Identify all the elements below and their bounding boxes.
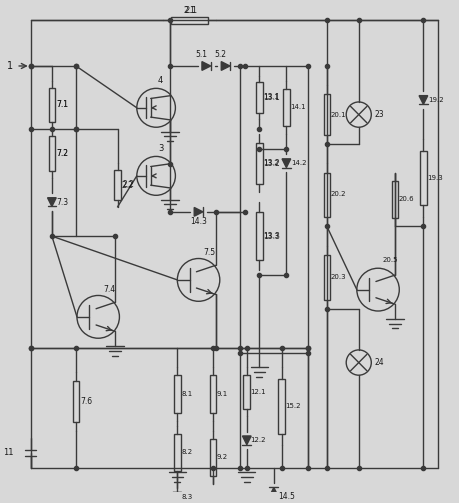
Bar <box>210 439 216 476</box>
Text: 5.1: 5.1 <box>196 50 207 59</box>
Text: 20.2: 20.2 <box>331 191 346 197</box>
Text: 7.4: 7.4 <box>103 285 115 294</box>
Polygon shape <box>48 198 56 207</box>
Bar <box>324 173 330 217</box>
Text: 8.2: 8.2 <box>181 449 192 455</box>
Text: 4: 4 <box>158 76 163 85</box>
Bar <box>283 89 290 126</box>
Polygon shape <box>202 61 211 70</box>
Text: 19.3: 19.3 <box>427 175 443 181</box>
Text: 23: 23 <box>374 110 384 119</box>
Text: 2.1: 2.1 <box>184 6 197 15</box>
Bar <box>49 88 55 122</box>
Bar <box>114 170 121 200</box>
Bar <box>256 212 263 260</box>
Polygon shape <box>221 61 230 70</box>
Bar <box>174 434 181 471</box>
Bar <box>210 375 216 413</box>
Text: 20.3: 20.3 <box>331 274 347 280</box>
Polygon shape <box>419 96 428 105</box>
Text: 19.2: 19.2 <box>428 97 444 103</box>
Bar <box>392 181 398 218</box>
Text: 20.6: 20.6 <box>399 196 414 202</box>
Text: 7.5: 7.5 <box>203 248 216 257</box>
Bar <box>278 379 285 434</box>
Bar <box>256 82 263 113</box>
Text: 3: 3 <box>158 144 163 153</box>
Text: 14.5: 14.5 <box>279 492 296 501</box>
Polygon shape <box>282 159 291 167</box>
Polygon shape <box>194 207 203 216</box>
Text: 7.1: 7.1 <box>56 101 68 109</box>
Bar <box>420 150 427 205</box>
Text: 20.1: 20.1 <box>331 112 347 118</box>
Text: 13.3: 13.3 <box>264 232 280 240</box>
Text: 24: 24 <box>374 358 384 367</box>
Bar <box>73 381 79 422</box>
Text: 14.1: 14.1 <box>290 104 306 110</box>
Text: 5.2: 5.2 <box>215 50 227 59</box>
Text: 8.1: 8.1 <box>181 391 192 397</box>
Polygon shape <box>269 487 278 496</box>
Text: 2.1: 2.1 <box>184 6 196 15</box>
Bar <box>171 17 208 24</box>
Text: 13.2: 13.2 <box>263 160 279 166</box>
Bar <box>324 256 330 300</box>
Text: 14.3: 14.3 <box>190 217 207 226</box>
Text: 12.2: 12.2 <box>251 437 266 443</box>
Text: 7.2: 7.2 <box>57 149 69 158</box>
Text: 11: 11 <box>3 449 13 457</box>
Text: 7.2: 7.2 <box>56 149 68 158</box>
Text: 13.2: 13.2 <box>264 159 280 167</box>
Text: 1: 1 <box>7 61 13 71</box>
Text: 14.2: 14.2 <box>291 160 307 166</box>
Text: 7.3: 7.3 <box>57 198 69 207</box>
Text: 2.2: 2.2 <box>123 180 134 189</box>
Text: 9.2: 9.2 <box>217 454 228 460</box>
Text: 13.1: 13.1 <box>263 94 279 100</box>
Text: 8.3: 8.3 <box>181 494 192 500</box>
Text: 15.2: 15.2 <box>285 403 301 409</box>
Text: 13.1: 13.1 <box>264 93 280 102</box>
Text: 7.6: 7.6 <box>80 397 92 406</box>
Bar <box>243 375 250 409</box>
Bar <box>256 143 263 184</box>
Bar <box>174 375 181 413</box>
Bar <box>49 136 55 171</box>
Text: 2.2: 2.2 <box>122 181 134 190</box>
Text: 12.1: 12.1 <box>251 389 266 395</box>
Bar <box>324 94 330 135</box>
Text: 9.1: 9.1 <box>217 391 228 397</box>
Polygon shape <box>173 492 182 501</box>
Text: 7.1: 7.1 <box>57 101 69 109</box>
Polygon shape <box>242 436 251 445</box>
Text: 13.3: 13.3 <box>263 233 279 239</box>
Text: 20.5: 20.5 <box>383 258 398 264</box>
